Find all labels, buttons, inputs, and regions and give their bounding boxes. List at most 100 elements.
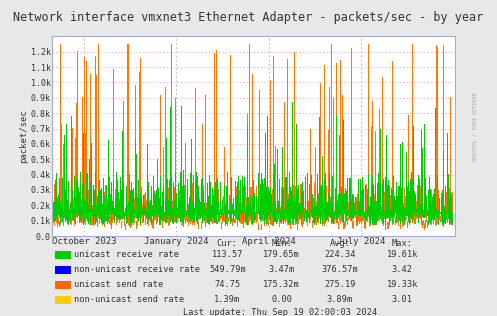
Bar xyxy=(65,190,66,222)
Bar xyxy=(380,129,381,219)
Bar xyxy=(452,192,453,221)
Bar xyxy=(441,197,442,216)
Bar xyxy=(315,147,316,223)
Bar xyxy=(63,211,64,218)
Bar xyxy=(172,208,173,223)
Bar xyxy=(393,176,394,217)
Bar xyxy=(124,216,125,226)
Bar xyxy=(248,209,249,225)
Bar xyxy=(423,220,424,225)
Bar xyxy=(434,195,435,220)
Bar xyxy=(434,189,435,220)
Bar xyxy=(396,206,397,217)
Bar xyxy=(57,198,58,220)
Bar xyxy=(168,188,169,226)
Bar xyxy=(80,172,81,220)
Text: 0.00: 0.00 xyxy=(271,295,292,304)
Bar xyxy=(439,198,440,214)
Bar xyxy=(301,184,302,223)
Bar xyxy=(113,70,114,221)
Bar xyxy=(167,179,168,219)
Bar xyxy=(416,210,417,216)
Bar xyxy=(72,128,73,217)
Bar xyxy=(442,191,443,225)
Bar xyxy=(315,206,316,221)
Bar xyxy=(163,188,164,221)
Bar xyxy=(349,192,350,219)
Bar xyxy=(397,207,398,222)
Bar xyxy=(450,191,451,222)
Bar xyxy=(204,203,205,221)
Bar xyxy=(151,223,152,226)
Bar xyxy=(374,194,375,222)
Bar xyxy=(173,190,174,220)
Bar xyxy=(309,184,310,222)
Bar xyxy=(162,221,163,228)
Bar xyxy=(391,188,392,217)
Bar xyxy=(449,188,450,218)
Bar xyxy=(209,196,210,218)
Bar xyxy=(59,221,60,227)
Bar xyxy=(447,133,448,214)
Bar xyxy=(68,216,69,218)
Bar xyxy=(337,203,338,223)
Bar xyxy=(273,173,274,225)
Bar xyxy=(109,220,110,224)
Bar xyxy=(388,222,389,229)
Bar xyxy=(182,203,183,225)
Bar xyxy=(243,220,244,228)
Bar xyxy=(191,209,192,222)
Bar xyxy=(298,185,299,224)
Bar xyxy=(192,201,193,219)
Bar xyxy=(155,194,156,214)
Bar xyxy=(302,188,303,227)
Bar xyxy=(421,130,422,223)
Bar xyxy=(264,195,265,227)
Bar xyxy=(314,183,315,221)
Bar xyxy=(119,199,120,219)
Bar xyxy=(369,206,370,222)
Bar xyxy=(211,205,212,222)
Bar xyxy=(207,183,208,220)
Bar xyxy=(198,222,199,229)
Bar xyxy=(335,208,336,220)
Bar xyxy=(317,174,318,222)
Bar xyxy=(424,223,425,229)
Bar xyxy=(198,186,199,220)
Bar xyxy=(451,197,452,225)
Text: 3.42: 3.42 xyxy=(392,265,413,274)
Bar xyxy=(175,99,176,220)
Bar xyxy=(428,210,429,225)
Text: non-unicast send rate: non-unicast send rate xyxy=(75,295,184,304)
Bar xyxy=(180,188,181,222)
Bar xyxy=(398,186,399,219)
Bar xyxy=(168,200,169,216)
Bar xyxy=(64,184,65,218)
Bar xyxy=(275,202,276,222)
Bar xyxy=(64,136,65,217)
Bar xyxy=(432,212,433,220)
Bar xyxy=(301,193,302,225)
Bar xyxy=(78,187,79,216)
Bar xyxy=(134,198,135,223)
Bar xyxy=(262,179,263,219)
Bar xyxy=(406,217,407,221)
Bar xyxy=(209,175,210,225)
Bar xyxy=(436,209,437,216)
Bar xyxy=(138,210,139,221)
Bar xyxy=(305,188,306,217)
Bar xyxy=(238,196,239,221)
Bar xyxy=(239,190,240,220)
Bar xyxy=(252,196,253,225)
Bar xyxy=(163,147,164,220)
Bar xyxy=(257,212,258,213)
Bar xyxy=(57,217,58,227)
Bar xyxy=(260,184,261,221)
Bar xyxy=(372,176,373,225)
Bar xyxy=(172,201,173,221)
Bar xyxy=(256,186,257,223)
Bar xyxy=(250,186,251,221)
Bar xyxy=(214,53,215,223)
Bar xyxy=(194,213,195,225)
Bar xyxy=(300,184,301,216)
